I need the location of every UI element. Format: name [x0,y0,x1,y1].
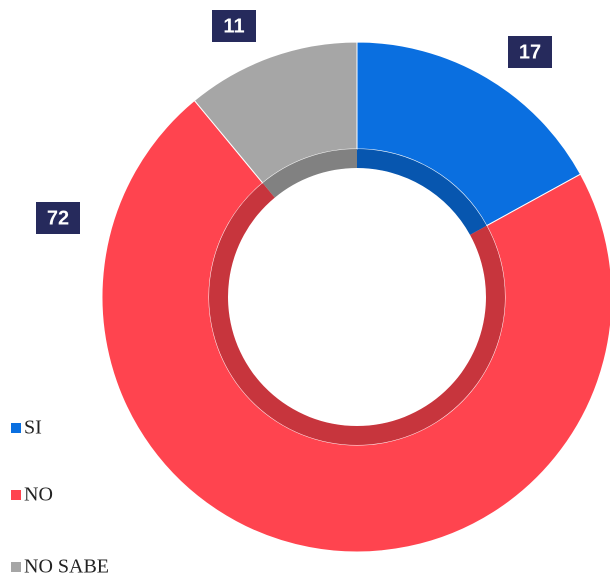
legend-swatch [11,490,21,500]
legend-swatch [11,423,21,433]
label-box [212,10,256,42]
slice-inner [262,149,357,198]
slice-inner [357,149,487,235]
data-label: 72 [47,207,69,229]
slice-inner [209,182,505,445]
slice-shade [357,149,487,235]
legend-swatch [11,562,21,572]
data-label: 17 [519,41,541,63]
label-box [36,202,80,234]
legend-label: SI [24,417,42,439]
slice-shade [209,182,505,445]
slice [101,99,610,553]
legend-label: NO SABE [24,556,109,578]
data-label: 11 [223,15,244,37]
label-box [508,36,552,68]
slice [356,41,582,235]
slice [193,41,358,198]
legend-label: NO [24,484,53,506]
slice-shade [262,149,357,198]
